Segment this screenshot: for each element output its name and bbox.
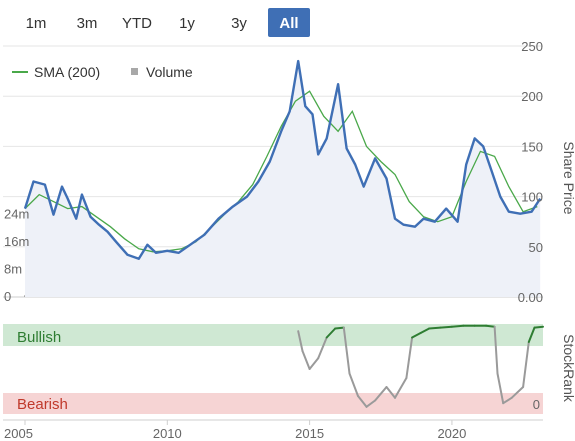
range-button-bg: [268, 8, 310, 37]
range-button-label: 1m: [26, 15, 47, 32]
stockrank-segment: [411, 332, 422, 339]
stockrank-segment: [496, 372, 505, 405]
range-button-1m[interactable]: 1m: [26, 15, 47, 32]
stockrank-segment: [527, 326, 536, 343]
stockrank-segment: [334, 326, 345, 330]
stockrank-segment: [357, 395, 368, 408]
stockrank-segment: [405, 336, 414, 379]
stockrank-segment: [317, 336, 328, 360]
volume-y-axis: 0 8m 16m 24m: [4, 207, 29, 305]
range-button-label: 3y: [231, 15, 247, 32]
stockrank-line: [297, 324, 544, 408]
range-button-ytd[interactable]: YTD: [122, 15, 152, 32]
stockrank-segment: [533, 325, 544, 329]
bullish-label: Bullish: [17, 329, 61, 346]
stockrank-segment: [493, 325, 499, 375]
legend-volume-label[interactable]: Volume: [146, 64, 193, 80]
x-tick-label: 2010: [153, 426, 182, 441]
range-selector: 1m 3m YTD 1y 3y All: [26, 8, 310, 37]
volume-y-tick-label: 8m: [4, 262, 22, 277]
volume-y-tick-label: 0: [4, 289, 11, 304]
price-y-tick-label: 100: [521, 190, 543, 205]
bearish-band: [3, 393, 543, 414]
range-button-3m[interactable]: 3m: [77, 15, 98, 32]
stockrank-segment: [297, 330, 304, 352]
x-tick-label: 2020: [437, 426, 466, 441]
stockrank-segment: [342, 326, 351, 375]
range-button-label: All: [279, 15, 298, 32]
price-y-tick-label: 250: [521, 39, 543, 54]
stockrank-segment: [439, 325, 453, 329]
stockrank-segment: [301, 350, 311, 370]
range-button-1y[interactable]: 1y: [179, 15, 195, 32]
price-y-axis: 0.00 50 100 150 200 250: [518, 39, 543, 305]
stockrank-segment: [419, 327, 431, 334]
volume-y-tick-label: 24m: [4, 207, 29, 222]
stockrank-segment: [308, 357, 320, 370]
x-tick-label: 2015: [295, 426, 324, 441]
legend-sma-label[interactable]: SMA (200): [34, 64, 100, 80]
stockrank-segment: [510, 386, 525, 399]
stockrank-segment: [502, 396, 513, 405]
stockrank-segment: [365, 399, 377, 408]
range-button-label: 1y: [179, 15, 195, 32]
bearish-label: Bearish: [17, 396, 68, 413]
price-y-tick-label: 150: [521, 139, 543, 154]
stockrank-segment: [348, 372, 359, 397]
stockrank-segment: [385, 386, 396, 399]
range-button-label: 3m: [77, 15, 98, 32]
range-button-all[interactable]: All: [268, 8, 310, 37]
price-y-tick-label: 50: [529, 240, 543, 255]
price-line: [23, 59, 542, 260]
price-y-tick-label: 0.00: [518, 290, 543, 305]
stockrank-segment: [450, 324, 465, 328]
stockrank-zero-label: 0: [533, 397, 540, 412]
stockrank-axis-title: StockRank: [561, 334, 575, 403]
price-axis-title: Share Price: [561, 141, 575, 214]
stockrank-segment: [522, 341, 530, 388]
stockrank-segment: [325, 327, 337, 339]
stockrank-segment: [374, 386, 388, 402]
range-button-3y[interactable]: 3y: [231, 15, 247, 32]
x-tick-label: 2005: [4, 426, 33, 441]
legend-volume-swatch: [131, 68, 138, 75]
legend: SMA (200) Volume: [12, 64, 193, 80]
price-area: [25, 61, 541, 297]
volume-y-tick-label: 16m: [4, 234, 29, 249]
x-axis: 2005 2010 2015 2020: [4, 420, 466, 441]
stockrank-panel: Bullish Bearish 0 StockRank: [3, 324, 575, 414]
bullish-band: [3, 324, 543, 346]
stockrank-segment: [428, 326, 442, 330]
stockrank-segment: [485, 324, 496, 328]
price-y-tick-label: 200: [521, 89, 543, 104]
range-button-label: YTD: [122, 15, 152, 32]
price-panel: 0.00 50 100 150 200 250 0 8m 16m 24m Share Price: [3, 39, 575, 305]
stockrank-segment: [394, 377, 408, 399]
